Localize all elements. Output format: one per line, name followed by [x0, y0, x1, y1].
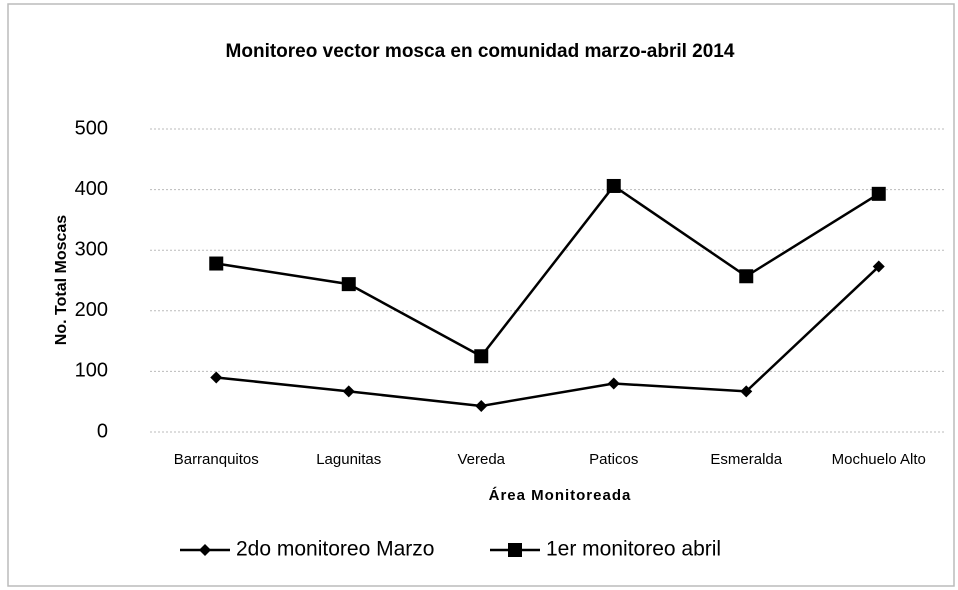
y-tick-label: 100: [75, 360, 108, 382]
marker: [508, 543, 522, 557]
y-tick-label: 400: [75, 178, 108, 200]
series-line: [216, 265, 880, 408]
chart-title: Monitoreo vector mosca en comunidad marz…: [226, 41, 735, 62]
marker: [209, 256, 224, 271]
marker: [739, 269, 754, 284]
marker: [607, 377, 620, 390]
y-tick-label: 300: [75, 238, 108, 260]
marker: [606, 178, 621, 193]
marker: [474, 349, 489, 364]
series-line: [216, 184, 880, 358]
x-tick-label: Paticos: [589, 451, 638, 468]
marker: [210, 371, 223, 384]
marker: [871, 186, 886, 201]
x-axis-label: Área Monitoreada: [489, 487, 632, 504]
marker: [341, 277, 356, 292]
marker: [475, 399, 488, 412]
x-tick-label: Barranquitos: [174, 451, 259, 468]
x-tick-label: Esmeralda: [710, 451, 782, 468]
y-tick-label: 200: [75, 299, 108, 321]
x-tick-label: Lagunitas: [316, 451, 381, 468]
y-axis-label: No. Total Moscas: [53, 215, 70, 345]
legend-label: 2do monitoreo Marzo: [236, 538, 434, 561]
marker: [199, 544, 211, 556]
legend-label: 1er monitoreo abril: [546, 538, 721, 561]
marker: [872, 260, 885, 273]
x-tick-label: Vereda: [457, 451, 505, 468]
y-tick-label: 500: [75, 117, 108, 139]
x-tick-label: Mochuelo Alto: [832, 451, 926, 468]
marker: [342, 385, 355, 398]
marker: [740, 385, 753, 398]
chart-border: [7, 3, 955, 587]
y-tick-label: 0: [97, 420, 108, 442]
